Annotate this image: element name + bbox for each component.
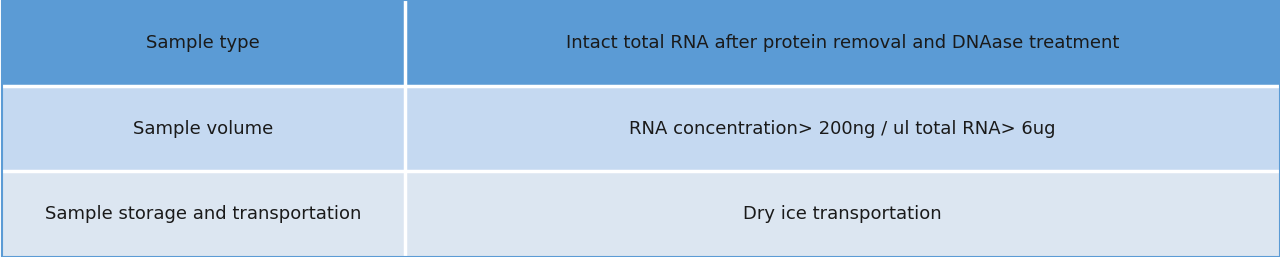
Bar <box>3 86 404 171</box>
Text: Dry ice transportation: Dry ice transportation <box>742 205 942 223</box>
Bar <box>3 171 404 257</box>
Bar <box>404 86 1280 171</box>
Bar <box>404 0 1280 86</box>
Text: Sample type: Sample type <box>146 34 260 52</box>
Text: Sample storage and transportation: Sample storage and transportation <box>45 205 361 223</box>
Text: RNA concentration> 200ng / ul total RNA> 6ug: RNA concentration> 200ng / ul total RNA>… <box>628 120 1056 137</box>
Text: Sample volume: Sample volume <box>133 120 274 137</box>
Bar <box>3 0 404 86</box>
Text: Intact total RNA after protein removal and DNAase treatment: Intact total RNA after protein removal a… <box>566 34 1119 52</box>
Bar <box>404 171 1280 257</box>
